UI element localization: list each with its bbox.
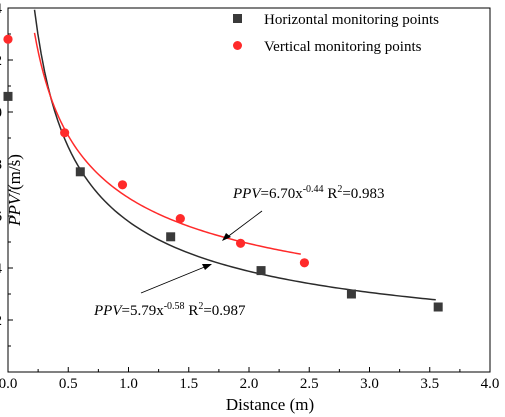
fit-equation-horizontal-r2-sup: 2 bbox=[198, 301, 203, 312]
fit-equation-horizontal-r2-label: R bbox=[185, 303, 199, 319]
x-tick-label: 0.0 bbox=[0, 376, 17, 392]
y-axis-ticks: 2 4 6 8 10 12 14 bbox=[0, 1, 13, 373]
x-tick-label: 1.0 bbox=[119, 376, 138, 392]
y-tick-label: 6 bbox=[0, 209, 3, 225]
fit-equation-vertical-r2-sup: 2 bbox=[337, 184, 342, 195]
x-tick-label: 0.5 bbox=[59, 376, 78, 392]
data-point-vertical bbox=[175, 214, 185, 224]
data-point-horizontal bbox=[433, 302, 443, 312]
fit-curve-vertical bbox=[33, 32, 301, 255]
fit-curve-horizontal bbox=[33, 9, 436, 301]
fit-curves bbox=[33, 9, 436, 301]
data-point-horizontal bbox=[75, 167, 85, 177]
data-point-vertical bbox=[60, 128, 70, 138]
fit-equation-vertical-exponent: -0.44 bbox=[303, 184, 324, 195]
fit-equation-horizontal-body: =5.79x bbox=[122, 303, 165, 319]
x-axis-ticks: 0.0 0.5 1.0 1.5 2.0 2.5 3.0 3.5 4.0 bbox=[0, 367, 499, 392]
y-axis-label-italic: PPV bbox=[5, 192, 24, 227]
y-tick-label: 14 bbox=[0, 1, 3, 17]
y-tick-label: 4 bbox=[0, 261, 3, 277]
x-tick-label: 3.5 bbox=[420, 376, 439, 392]
x-tick-label: 4.0 bbox=[481, 376, 500, 392]
y-tick-label: 2 bbox=[0, 313, 2, 329]
data-point-vertical bbox=[3, 34, 13, 44]
legend-label-horizontal: Horizontal monitoring points bbox=[264, 12, 439, 28]
fit-equation-horizontal-r2-value: =0.987 bbox=[203, 303, 246, 319]
fit-equation-horizontal: PPV=5.79x-0.58 R2=0.987 bbox=[93, 301, 246, 319]
data-point-vertical bbox=[235, 238, 246, 248]
data-point-horizontal bbox=[346, 289, 356, 299]
fit-equation-vertical-r2-value: =0.983 bbox=[342, 186, 384, 202]
x-tick-label: 2.5 bbox=[300, 376, 319, 392]
x-tick-label: 1.5 bbox=[179, 376, 198, 392]
data-point-horizontal bbox=[256, 266, 266, 276]
y-tick-label: 8 bbox=[0, 157, 2, 173]
data-point-horizontal bbox=[3, 91, 13, 101]
data-point-horizontal bbox=[166, 232, 176, 242]
annotation-arrow-horizontal bbox=[140, 264, 212, 294]
fit-equation-vertical: PPV=6.70x-0.44 R2=0.983 bbox=[232, 184, 385, 202]
legend-marker-vertical bbox=[233, 41, 242, 50]
legend-marker-horizontal bbox=[233, 14, 242, 23]
data-point-vertical bbox=[117, 180, 128, 190]
data-point-vertical bbox=[299, 258, 310, 268]
x-axis-label: Distance (m) bbox=[226, 395, 314, 414]
legend-label-vertical: Vertical monitoring points bbox=[264, 39, 422, 55]
y-tick-label: 12 bbox=[0, 53, 2, 69]
legend: Horizontal monitoring points Vertical mo… bbox=[233, 12, 439, 55]
y-tick-label: 10 bbox=[0, 105, 2, 121]
fit-equation-vertical-r2-label: R bbox=[324, 186, 338, 202]
x-tick-label: 3.0 bbox=[360, 376, 379, 392]
fit-equation-horizontal-exponent: -0.58 bbox=[164, 301, 185, 312]
fit-equation-horizontal-prefix: PPV bbox=[93, 303, 123, 319]
fit-equation-vertical-prefix: PPV bbox=[232, 186, 262, 202]
y-axis-label: PPV/(m/s) bbox=[5, 154, 24, 227]
fit-equation-vertical-body: =6.70x bbox=[261, 186, 304, 202]
annotation-arrow-vertical bbox=[222, 210, 263, 241]
data-points bbox=[3, 34, 443, 312]
y-axis-label-units: /(m/s) bbox=[5, 154, 24, 195]
x-tick-label: 2.0 bbox=[240, 376, 259, 392]
